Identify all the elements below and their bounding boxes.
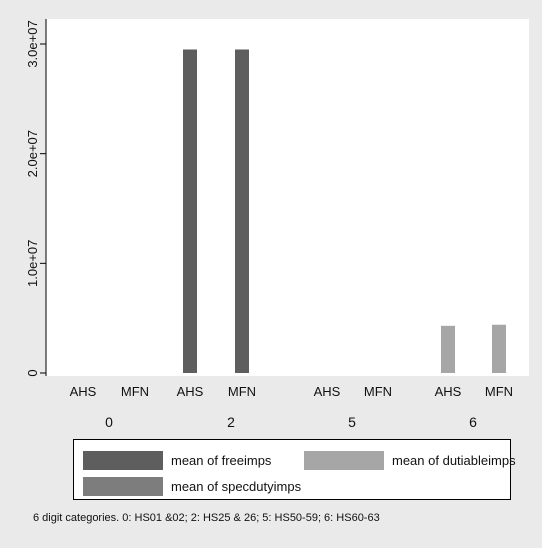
y-tick-label: 0	[25, 369, 40, 376]
y-tick-label: 1.0e+07	[25, 240, 40, 287]
legend-swatch-freeimps	[83, 450, 163, 470]
x-bar-label: MFN	[364, 384, 392, 399]
legend-swatch-specdutyimps	[83, 476, 163, 496]
x-group-label: 2	[227, 414, 235, 430]
bar-dutiableimps	[441, 325, 455, 373]
bar-freeimps	[183, 49, 197, 373]
x-group-label: 0	[105, 414, 113, 430]
legend-item-dutiableimps: mean of dutiableimps	[304, 450, 516, 470]
legend-label-freeimps: mean of freeimps	[171, 452, 272, 468]
bar-dutiableimps	[492, 324, 506, 373]
legend-swatch-dutiableimps	[304, 450, 384, 470]
plot-area	[46, 19, 529, 376]
x-bar-label: AHS	[70, 384, 97, 399]
legend: mean of freeimps mean of dutiableimps me…	[73, 439, 516, 500]
x-bar-label: AHS	[435, 384, 462, 399]
y-tick-label: 3.0e+07	[25, 20, 40, 67]
x-bar-label: MFN	[121, 384, 149, 399]
x-bar-label: MFN	[485, 384, 513, 399]
x-group-label: 5	[348, 414, 356, 430]
x-bar-label: MFN	[228, 384, 256, 399]
bar-freeimps	[235, 49, 249, 373]
legend-item-specdutyimps: mean of specdutyimps	[83, 476, 301, 496]
chart-note: 6 digit categories. 0: HS01 &02; 2: HS25…	[33, 512, 380, 524]
x-bar-label: AHS	[177, 384, 204, 399]
y-tick-label: 2.0e+07	[25, 130, 40, 177]
x-group-label: 6	[469, 414, 477, 430]
x-bar-label: AHS	[314, 384, 341, 399]
legend-label-dutiableimps: mean of dutiableimps	[392, 452, 516, 468]
legend-item-freeimps: mean of freeimps	[83, 450, 271, 470]
legend-label-specdutyimps: mean of specdutyimps	[171, 478, 302, 494]
